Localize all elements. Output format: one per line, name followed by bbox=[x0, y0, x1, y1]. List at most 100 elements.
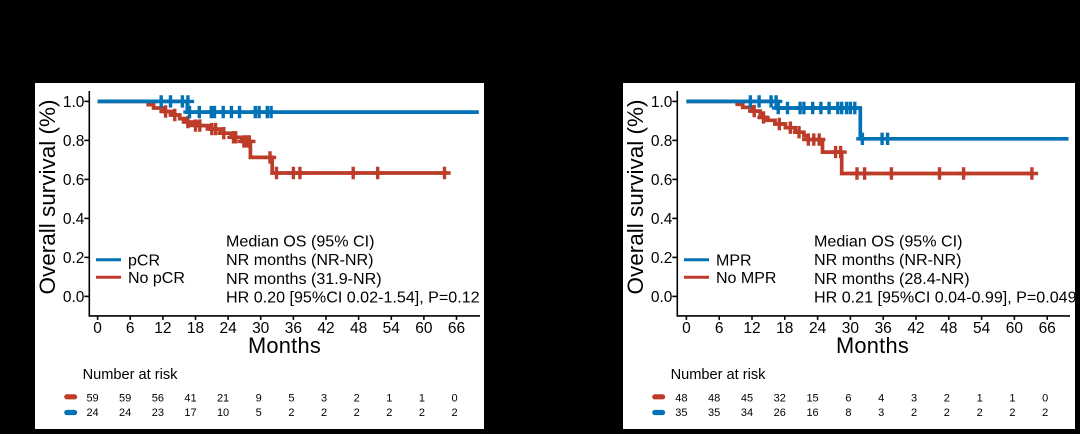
svg-text:6: 6 bbox=[845, 392, 851, 404]
svg-text:0.4: 0.4 bbox=[63, 211, 85, 228]
svg-text:48: 48 bbox=[940, 320, 957, 337]
svg-text:2: 2 bbox=[944, 407, 950, 419]
svg-text:Months: Months bbox=[836, 333, 909, 358]
svg-text:21: 21 bbox=[217, 392, 229, 404]
svg-text:24: 24 bbox=[119, 407, 131, 419]
svg-text:36: 36 bbox=[285, 320, 302, 337]
svg-text:41: 41 bbox=[184, 392, 196, 404]
svg-text:Overall survival (%): Overall survival (%) bbox=[623, 99, 648, 294]
svg-text:17: 17 bbox=[184, 407, 196, 419]
svg-text:No pCR: No pCR bbox=[128, 270, 185, 287]
svg-text:8: 8 bbox=[845, 407, 851, 419]
svg-text:2: 2 bbox=[977, 407, 983, 419]
svg-text:24: 24 bbox=[219, 320, 237, 337]
svg-text:2: 2 bbox=[451, 407, 457, 419]
svg-text:12: 12 bbox=[154, 320, 171, 337]
svg-text:5: 5 bbox=[288, 392, 294, 404]
svg-text:16: 16 bbox=[806, 407, 818, 419]
svg-text:3: 3 bbox=[878, 407, 884, 419]
svg-text:2: 2 bbox=[1042, 407, 1048, 419]
svg-text:HR 0.20 [95%CI 0.02-1.54], P=0: HR 0.20 [95%CI 0.02-1.54], P=0.12 bbox=[226, 288, 480, 306]
svg-text:0.2: 0.2 bbox=[63, 250, 85, 267]
svg-text:48: 48 bbox=[708, 392, 720, 404]
svg-text:54: 54 bbox=[383, 320, 401, 337]
svg-text:66: 66 bbox=[448, 320, 465, 337]
svg-text:0.0: 0.0 bbox=[651, 289, 673, 306]
svg-text:42: 42 bbox=[317, 320, 334, 337]
svg-text:0: 0 bbox=[682, 320, 691, 337]
svg-text:2: 2 bbox=[386, 407, 392, 419]
svg-text:2: 2 bbox=[944, 392, 950, 404]
svg-text:HR 0.21 [95%CI 0.04-0.99], P=0: HR 0.21 [95%CI 0.04-0.99], P=0.049 bbox=[814, 288, 1077, 306]
svg-text:1: 1 bbox=[977, 392, 983, 404]
svg-text:0.6: 0.6 bbox=[63, 172, 85, 189]
svg-text:0.0: 0.0 bbox=[63, 289, 85, 306]
svg-text:NR months (31.9-NR): NR months (31.9-NR) bbox=[226, 270, 382, 288]
svg-text:12: 12 bbox=[743, 320, 760, 337]
svg-text:NR months (NR-NR): NR months (NR-NR) bbox=[226, 251, 374, 269]
svg-text:1: 1 bbox=[1009, 392, 1015, 404]
svg-text:24: 24 bbox=[809, 320, 827, 337]
svg-text:34: 34 bbox=[741, 407, 753, 419]
svg-text:48: 48 bbox=[675, 392, 687, 404]
svg-text:66: 66 bbox=[1039, 320, 1056, 337]
svg-text:30: 30 bbox=[252, 320, 270, 337]
svg-text:32: 32 bbox=[774, 392, 786, 404]
svg-text:42: 42 bbox=[907, 320, 924, 337]
svg-text:60: 60 bbox=[415, 320, 433, 337]
svg-text:35: 35 bbox=[708, 407, 720, 419]
svg-text:Overall survival (%): Overall survival (%) bbox=[35, 99, 60, 294]
svg-text:0.2: 0.2 bbox=[651, 250, 673, 267]
svg-text:pCR: pCR bbox=[128, 253, 160, 270]
svg-text:48: 48 bbox=[350, 320, 367, 337]
svg-text:1: 1 bbox=[386, 392, 392, 404]
svg-text:24: 24 bbox=[86, 407, 98, 419]
svg-text:6: 6 bbox=[126, 320, 135, 337]
svg-text:3: 3 bbox=[321, 392, 327, 404]
svg-text:4: 4 bbox=[878, 392, 884, 404]
svg-text:Median OS (95% CI): Median OS (95% CI) bbox=[814, 233, 962, 251]
svg-text:60: 60 bbox=[1006, 320, 1024, 337]
svg-text:0.8: 0.8 bbox=[651, 133, 673, 150]
svg-text:0: 0 bbox=[1042, 392, 1048, 404]
svg-text:56: 56 bbox=[152, 392, 164, 404]
svg-text:6: 6 bbox=[715, 320, 724, 337]
svg-text:0: 0 bbox=[451, 392, 457, 404]
svg-text:10: 10 bbox=[217, 407, 229, 419]
svg-text:NR months (NR-NR): NR months (NR-NR) bbox=[814, 251, 962, 269]
svg-text:2: 2 bbox=[419, 407, 425, 419]
svg-text:0.6: 0.6 bbox=[651, 172, 673, 189]
svg-text:2: 2 bbox=[321, 407, 327, 419]
svg-text:NR months (28.4-NR): NR months (28.4-NR) bbox=[814, 270, 970, 288]
svg-text:2: 2 bbox=[911, 407, 917, 419]
svg-text:No MPR: No MPR bbox=[716, 270, 776, 287]
svg-text:35: 35 bbox=[675, 407, 687, 419]
svg-text:36: 36 bbox=[875, 320, 892, 337]
svg-text:9: 9 bbox=[256, 392, 262, 404]
svg-text:0: 0 bbox=[93, 320, 102, 337]
svg-text:2: 2 bbox=[354, 407, 360, 419]
svg-text:18: 18 bbox=[776, 320, 793, 337]
svg-text:5: 5 bbox=[256, 407, 262, 419]
svg-text:0.8: 0.8 bbox=[63, 133, 85, 150]
svg-text:59: 59 bbox=[119, 392, 131, 404]
svg-text:2: 2 bbox=[288, 407, 294, 419]
svg-text:1: 1 bbox=[419, 392, 425, 404]
svg-text:26: 26 bbox=[774, 407, 786, 419]
svg-text:59: 59 bbox=[86, 392, 98, 404]
svg-text:1.0: 1.0 bbox=[651, 94, 673, 111]
svg-text:Number at risk: Number at risk bbox=[83, 367, 179, 383]
svg-text:0.4: 0.4 bbox=[651, 211, 673, 228]
svg-text:2: 2 bbox=[354, 392, 360, 404]
svg-text:23: 23 bbox=[152, 407, 164, 419]
svg-text:45: 45 bbox=[741, 392, 753, 404]
svg-text:15: 15 bbox=[806, 392, 818, 404]
svg-text:18: 18 bbox=[187, 320, 204, 337]
svg-text:Number at risk: Number at risk bbox=[671, 367, 767, 383]
svg-text:1.0: 1.0 bbox=[63, 94, 85, 111]
svg-text:2: 2 bbox=[1009, 407, 1015, 419]
svg-text:30: 30 bbox=[842, 320, 860, 337]
svg-text:3: 3 bbox=[911, 392, 917, 404]
svg-text:Median OS (95% CI): Median OS (95% CI) bbox=[226, 233, 374, 251]
svg-text:Months: Months bbox=[248, 333, 321, 358]
